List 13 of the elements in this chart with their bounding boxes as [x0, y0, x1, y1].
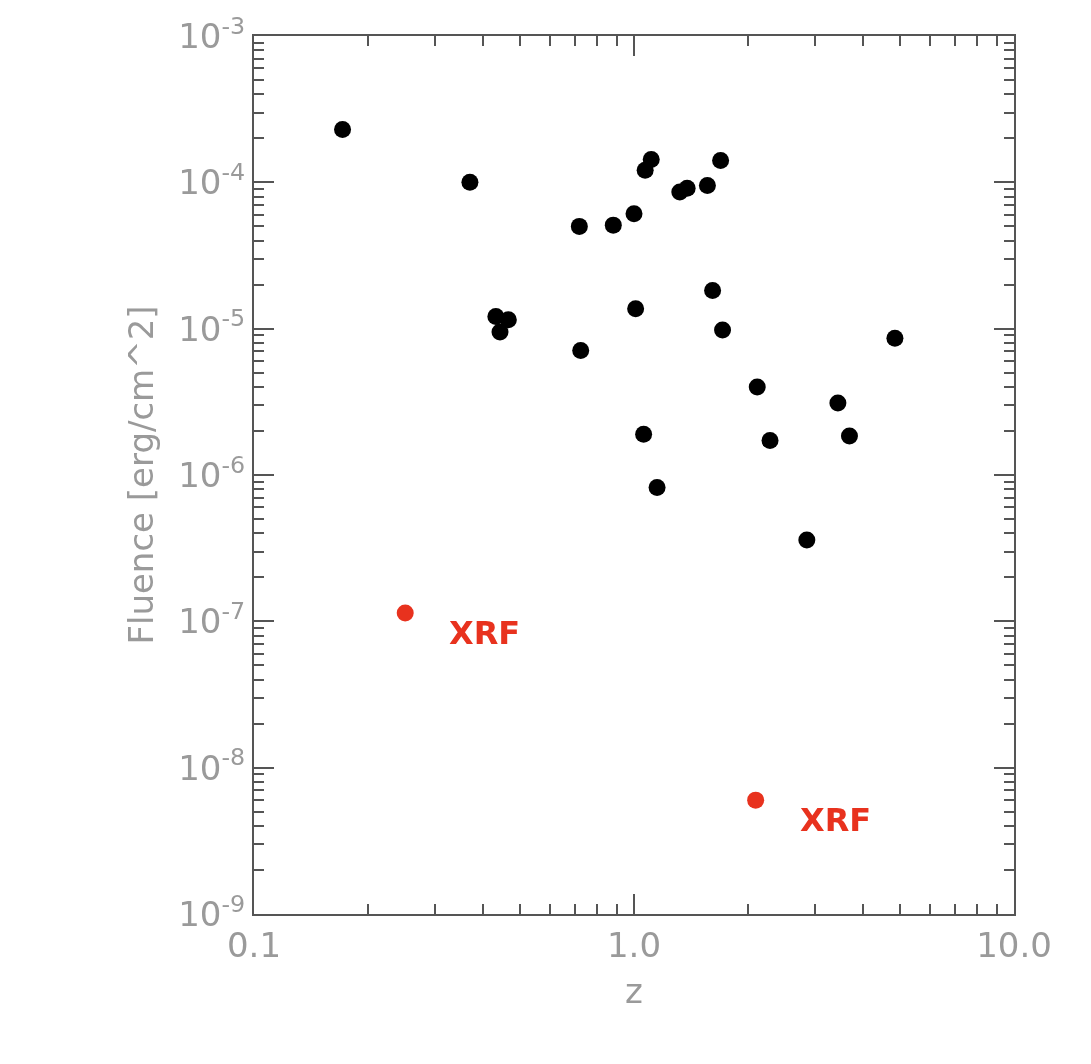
- x-axis-title: z: [625, 970, 643, 1011]
- y-axis-title: Fluence [erg/cm^2]: [121, 305, 162, 645]
- annotation: XRF: [449, 614, 521, 652]
- x-tick-label: 0.1: [226, 924, 282, 965]
- y-tick-label: 10$^{-8}$: [178, 743, 246, 788]
- x-tick-label: 10.0: [976, 924, 1052, 965]
- y-tick-label: 10$^{-6}$: [178, 450, 246, 495]
- annotation: XRF: [800, 801, 872, 839]
- x-tick-label: 1.0: [606, 924, 662, 965]
- y-tick-label: 10$^{-5}$: [178, 304, 246, 349]
- y-tick-label: 10$^{-4}$: [178, 157, 246, 203]
- y-tick-label: 10$^{-3}$: [178, 11, 246, 56]
- y-tick-label: 10$^{-7}$: [178, 596, 246, 642]
